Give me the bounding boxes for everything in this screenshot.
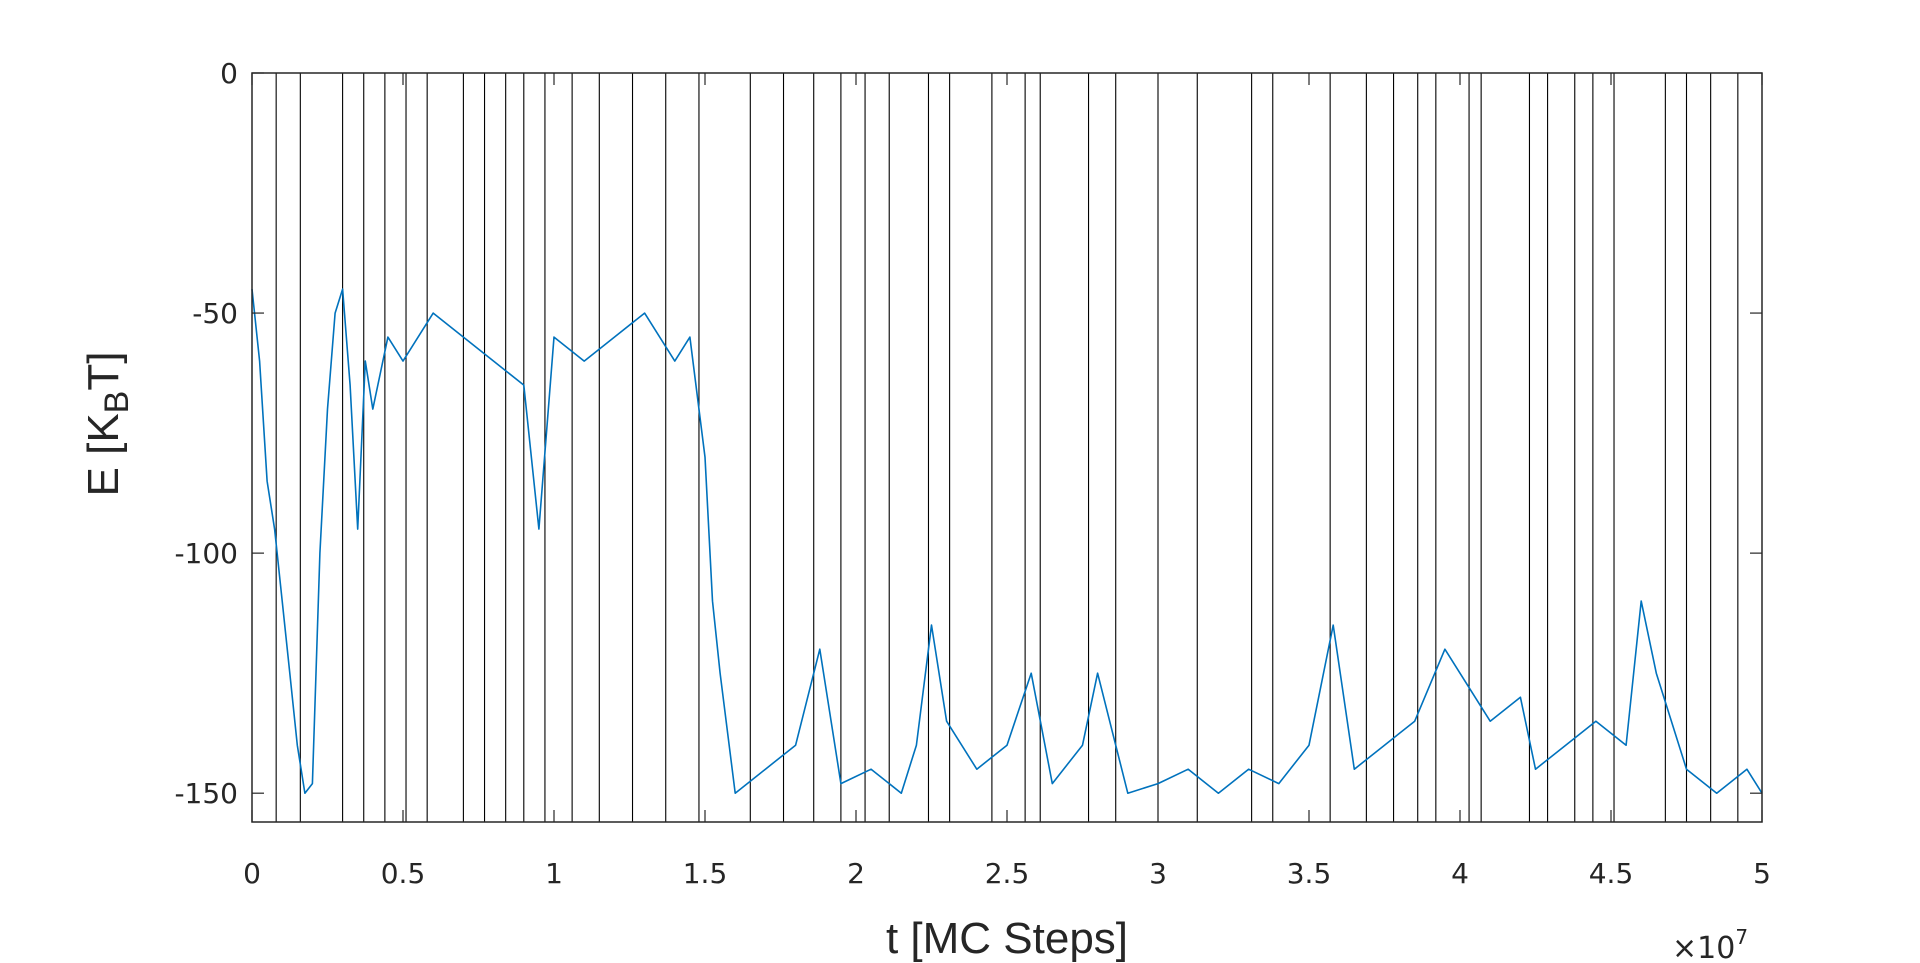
vertical-marker-lines [275, 73, 1739, 822]
x-tick-labels: 0 0.5 1 1.5 2 2.5 3 3.5 4 4.5 5 [243, 857, 1771, 890]
axis-ticks [251, 72, 1763, 822]
plot-frame [251, 72, 1763, 823]
x-tick-label-0: 0 [243, 857, 261, 890]
x-tick-label-6: 3 [1149, 857, 1167, 890]
x-axis-label: t [MC Steps] [886, 914, 1128, 963]
x-tick-label-1: 0.5 [381, 857, 426, 890]
x-tick-label-5: 2.5 [985, 857, 1030, 890]
y-axis-label: E [KBT] [79, 352, 136, 497]
x-tick-label-9: 4.5 [1589, 857, 1634, 890]
y-axis-label-subscript: B [98, 391, 136, 414]
x-tick-label-4: 2 [847, 857, 865, 890]
y-axis-label-end: T] [79, 352, 128, 391]
y-tick-label-3: -150 [174, 777, 238, 810]
x-axis-exponent: ×107 [1672, 925, 1748, 963]
x-tick-label-2: 1 [545, 857, 563, 890]
y-tick-label-0: 0 [220, 57, 238, 90]
y-tick-labels: 0 -50 -100 -150 [174, 57, 238, 810]
y-tick-label-1: -50 [192, 297, 238, 330]
y-tick-label-2: -100 [174, 537, 238, 570]
series-line-0 [251, 288, 1763, 795]
x-tick-label-7: 3.5 [1287, 857, 1332, 890]
x-axis-exponent-power: 7 [1735, 925, 1748, 949]
x-axis-exponent-base: ×10 [1672, 931, 1735, 963]
x-tick-label-3: 1.5 [683, 857, 728, 890]
energy-series [251, 288, 1763, 795]
y-axis-label-main: E [K [79, 413, 128, 496]
x-tick-label-10: 5 [1753, 857, 1771, 890]
x-tick-label-8: 4 [1451, 857, 1469, 890]
